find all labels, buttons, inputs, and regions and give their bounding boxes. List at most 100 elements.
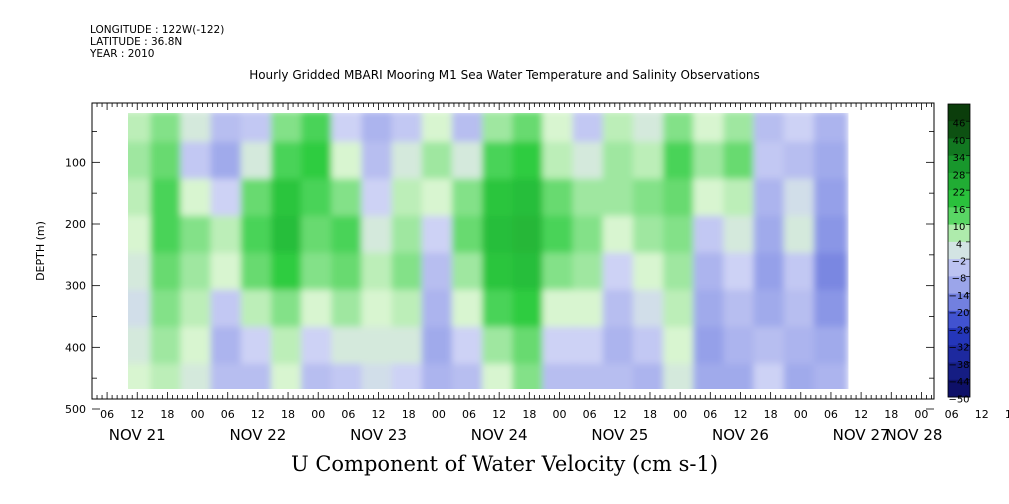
- colorbar-swatch: [948, 207, 970, 226]
- heatmap-cell: [572, 289, 607, 331]
- x-hour-label: 12: [492, 408, 506, 421]
- heatmap-cell: [180, 289, 215, 331]
- heatmap-cell: [602, 289, 637, 331]
- x-hour-label: 12: [130, 408, 144, 421]
- x-hour-label: 06: [462, 408, 476, 421]
- colorbar: 46 40 34 28 22 16 10 4 −2 −8 −14 −20 −26 −32 −38 −44 −50: [947, 103, 971, 405]
- heatmap-cell: [421, 215, 456, 257]
- heatmap-cell: [331, 141, 366, 183]
- heatmap-cell: [421, 289, 456, 331]
- colorbar-swatch: [948, 379, 970, 398]
- x-day-label: NOV 21: [109, 426, 166, 444]
- heatmap-cell: [482, 289, 517, 331]
- x-hour-label: 06: [703, 408, 717, 421]
- heatmap-cell: [331, 326, 366, 368]
- heatmap-cell: [723, 141, 758, 183]
- heatmap-cell: [753, 252, 788, 294]
- heatmap-cell: [632, 141, 668, 183]
- x-hour-label: 06: [945, 408, 959, 421]
- heatmap-cell: [128, 289, 155, 331]
- x-hour-label: 12: [372, 408, 386, 421]
- heatmap-cell: [512, 289, 547, 331]
- heatmap-cell: [482, 178, 517, 220]
- heatmap-cell: [301, 252, 336, 294]
- heatmap-cell: [602, 363, 637, 389]
- heatmap-cell: [482, 113, 517, 146]
- heatmap-cell: [180, 178, 215, 220]
- heatmap-cell: [753, 363, 788, 389]
- heatmap-cell: [451, 113, 487, 146]
- x-hour-label: 18: [884, 408, 898, 421]
- heatmap-cell: [331, 252, 366, 294]
- heatmap-cell: [723, 113, 758, 146]
- heatmap-cell: [753, 113, 788, 146]
- heatmap-cell: [632, 178, 668, 220]
- heatmap-cell: [271, 141, 306, 183]
- x-hour-label: 00: [191, 408, 205, 421]
- heatmap-cell: [693, 113, 728, 146]
- x-day-label: NOV 23: [350, 426, 407, 444]
- x-hour-label: 06: [824, 408, 838, 421]
- heatmap-cell: [210, 215, 245, 257]
- heatmap-cell: [301, 178, 336, 220]
- heatmap-cell: [180, 363, 215, 389]
- heatmap-cell: [542, 178, 577, 220]
- heatmap-cell: [421, 113, 456, 146]
- x-hour-label: 00: [432, 408, 446, 421]
- heatmap-cell: [482, 363, 517, 389]
- heatmap-cell: [482, 326, 517, 368]
- heatmap-cell: [813, 215, 849, 257]
- colorbar-label: −50: [948, 394, 969, 405]
- heatmap-cell: [451, 252, 487, 294]
- x-hour-label: 12: [975, 408, 989, 421]
- heatmap-cell: [150, 252, 185, 294]
- heatmap-cell: [572, 178, 607, 220]
- heatmap-cell: [271, 363, 306, 389]
- heatmap-cell: [753, 141, 788, 183]
- heatmap-cell: [240, 215, 275, 257]
- x-axis-title: U Component of Water Velocity (cm s-1): [290, 452, 719, 476]
- heatmap-cell: [240, 141, 275, 183]
- heatmap-cell: [632, 252, 668, 294]
- heatmap-cell: [602, 252, 637, 294]
- heatmap-cell: [301, 141, 336, 183]
- heatmap-cell: [301, 215, 336, 257]
- heatmap-cell: [783, 215, 818, 257]
- x-hour-label: 00: [914, 408, 928, 421]
- colorbar-label: −44: [948, 377, 969, 388]
- heatmap-cell: [542, 252, 577, 294]
- heatmap-cell: [271, 326, 306, 368]
- y-axis-title: DEPTH (m): [34, 221, 47, 281]
- heatmap-cell: [542, 326, 577, 368]
- heatmap-cell: [723, 363, 758, 389]
- velocity-field: [128, 113, 849, 389]
- x-hour-label: 18: [764, 408, 778, 421]
- colorbar-swatch: [948, 362, 970, 381]
- colorbar-swatch: [948, 224, 970, 243]
- x-day-label: NOV 28: [886, 426, 943, 444]
- colorbar-swatch: [948, 172, 970, 191]
- heatmap-cell: [301, 363, 336, 389]
- heatmap-cell: [421, 141, 456, 183]
- heatmap-cell: [783, 141, 818, 183]
- colorbar-swatch: [948, 104, 970, 122]
- colorbar-label: −38: [948, 360, 969, 371]
- heatmap-cell: [150, 178, 185, 220]
- heatmap-cell: [451, 326, 487, 368]
- heatmap-cell: [361, 215, 396, 257]
- heatmap-cell: [542, 215, 577, 257]
- heatmap-cell: [240, 363, 275, 389]
- heatmap-cell: [128, 252, 155, 294]
- heatmap-cell: [128, 113, 155, 146]
- heatmap-cell: [572, 252, 607, 294]
- x-day-label: NOV 22: [229, 426, 286, 444]
- x-hour-label: 00: [794, 408, 808, 421]
- heatmap-cell: [693, 252, 728, 294]
- colorbar-swatch: [948, 345, 970, 363]
- heatmap-cell: [391, 215, 426, 257]
- heatmap-cell: [210, 326, 245, 368]
- heatmap-cell: [331, 215, 366, 257]
- heatmap-cell: [512, 141, 547, 183]
- heatmap-cell: [391, 141, 426, 183]
- colorbar-label: −32: [948, 343, 969, 354]
